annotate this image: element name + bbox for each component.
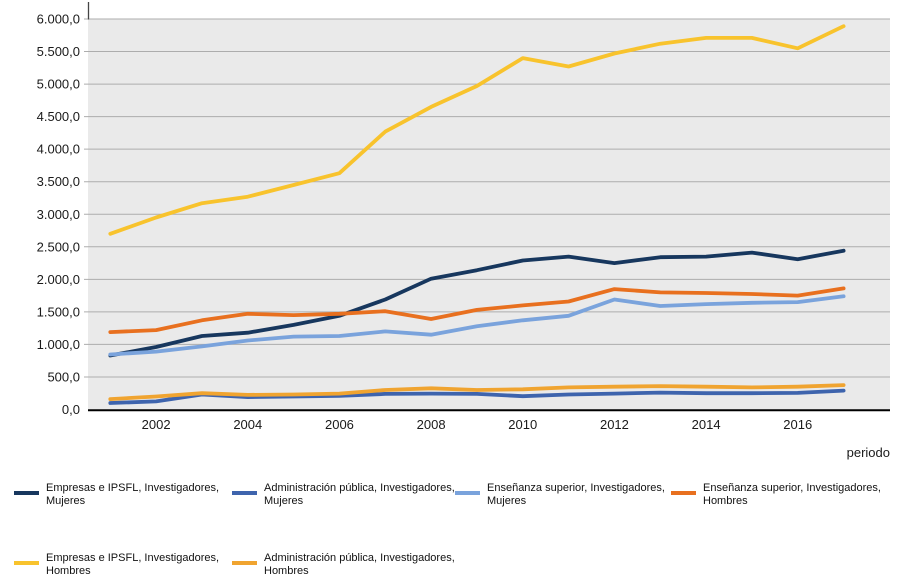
legend-swatch	[232, 561, 257, 565]
legend-label: Enseñanza superior, Investigadores, Hombr…	[703, 482, 881, 507]
y-axis-tick-label: 4.000,0	[37, 142, 80, 157]
y-axis-tick-label: 4.500,0	[37, 109, 80, 124]
x-axis-tick-label: 2012	[600, 417, 629, 432]
x-axis-title: periodo	[847, 445, 890, 460]
legend-item: Empresas e IPSFL, Investigadores, Mujeres	[14, 482, 219, 508]
legend-item: Empresas e IPSFL, Investigadores, Hombres	[14, 552, 219, 578]
chart-svg: 0,0 500,0 1.000,0 1.500,0 2.000,0 2.500,0 3.00…	[37, 2, 890, 460]
y-axis-tick-label: 3.500,0	[37, 174, 80, 189]
legend-label: Administración pública, Investigadores, H…	[264, 552, 455, 577]
legend-label: Empresas e IPSFL, Investigadores, Mujeres	[46, 482, 220, 507]
legend-swatch	[671, 491, 696, 495]
y-axis-tick-label: 3.000,0	[37, 207, 80, 222]
series-line-4	[108, 24, 846, 236]
series-line-5	[108, 383, 846, 402]
y-axis-tick-label: 5.000,0	[37, 77, 80, 92]
legend-label: Empresas e IPSFL, Investigadores, Hombres	[46, 552, 220, 577]
x-axis-tick-label: 2010	[508, 417, 537, 432]
y-axis-tick-label: 6.000,0	[37, 12, 80, 27]
legend-swatch	[14, 491, 39, 495]
legend-item: Enseñanza superior, Investigadores, Hombr…	[671, 482, 881, 508]
series-line-3	[108, 286, 846, 335]
y-axis-tick-label: 5.500,0	[37, 44, 80, 59]
y-axis-tick-label: 1.500,0	[37, 304, 80, 319]
chart-legend: Empresas e IPSFL, Investigadores, Mujeres…	[0, 470, 917, 588]
series-line-0	[108, 248, 846, 358]
x-axis-tick-label: 2008	[417, 417, 446, 432]
legend-swatch	[232, 491, 257, 495]
y-axis-tick-label: 500,0	[47, 369, 80, 384]
x-axis-tick-label: 2014	[692, 417, 721, 432]
legend-item: Administración pública, Investigadores, M…	[232, 482, 455, 508]
y-axis-tick-label: 1.000,0	[37, 337, 80, 352]
series-line-2	[108, 294, 846, 357]
x-axis-tick-label: 2002	[142, 417, 171, 432]
y-axis-tick-label: 2.000,0	[37, 272, 80, 287]
legend-swatch	[14, 561, 39, 565]
legend-label: Administración pública, Investigadores, M…	[264, 482, 455, 507]
legend-item: Administración pública, Investigadores, H…	[232, 552, 455, 578]
y-axis-tick-label: 0,0	[62, 402, 80, 417]
x-axis-tick-label: 2016	[783, 417, 812, 432]
x-axis-tick-label: 2004	[233, 417, 262, 432]
y-axis-tick-label: 2.500,0	[37, 239, 80, 254]
x-axis-tick-label: 2006	[325, 417, 354, 432]
legend-label: Enseñanza superior, Investigadores, Mujer…	[487, 482, 665, 507]
legend-swatch	[455, 491, 480, 495]
legend-item: Enseñanza superior, Investigadores, Mujer…	[455, 482, 665, 508]
